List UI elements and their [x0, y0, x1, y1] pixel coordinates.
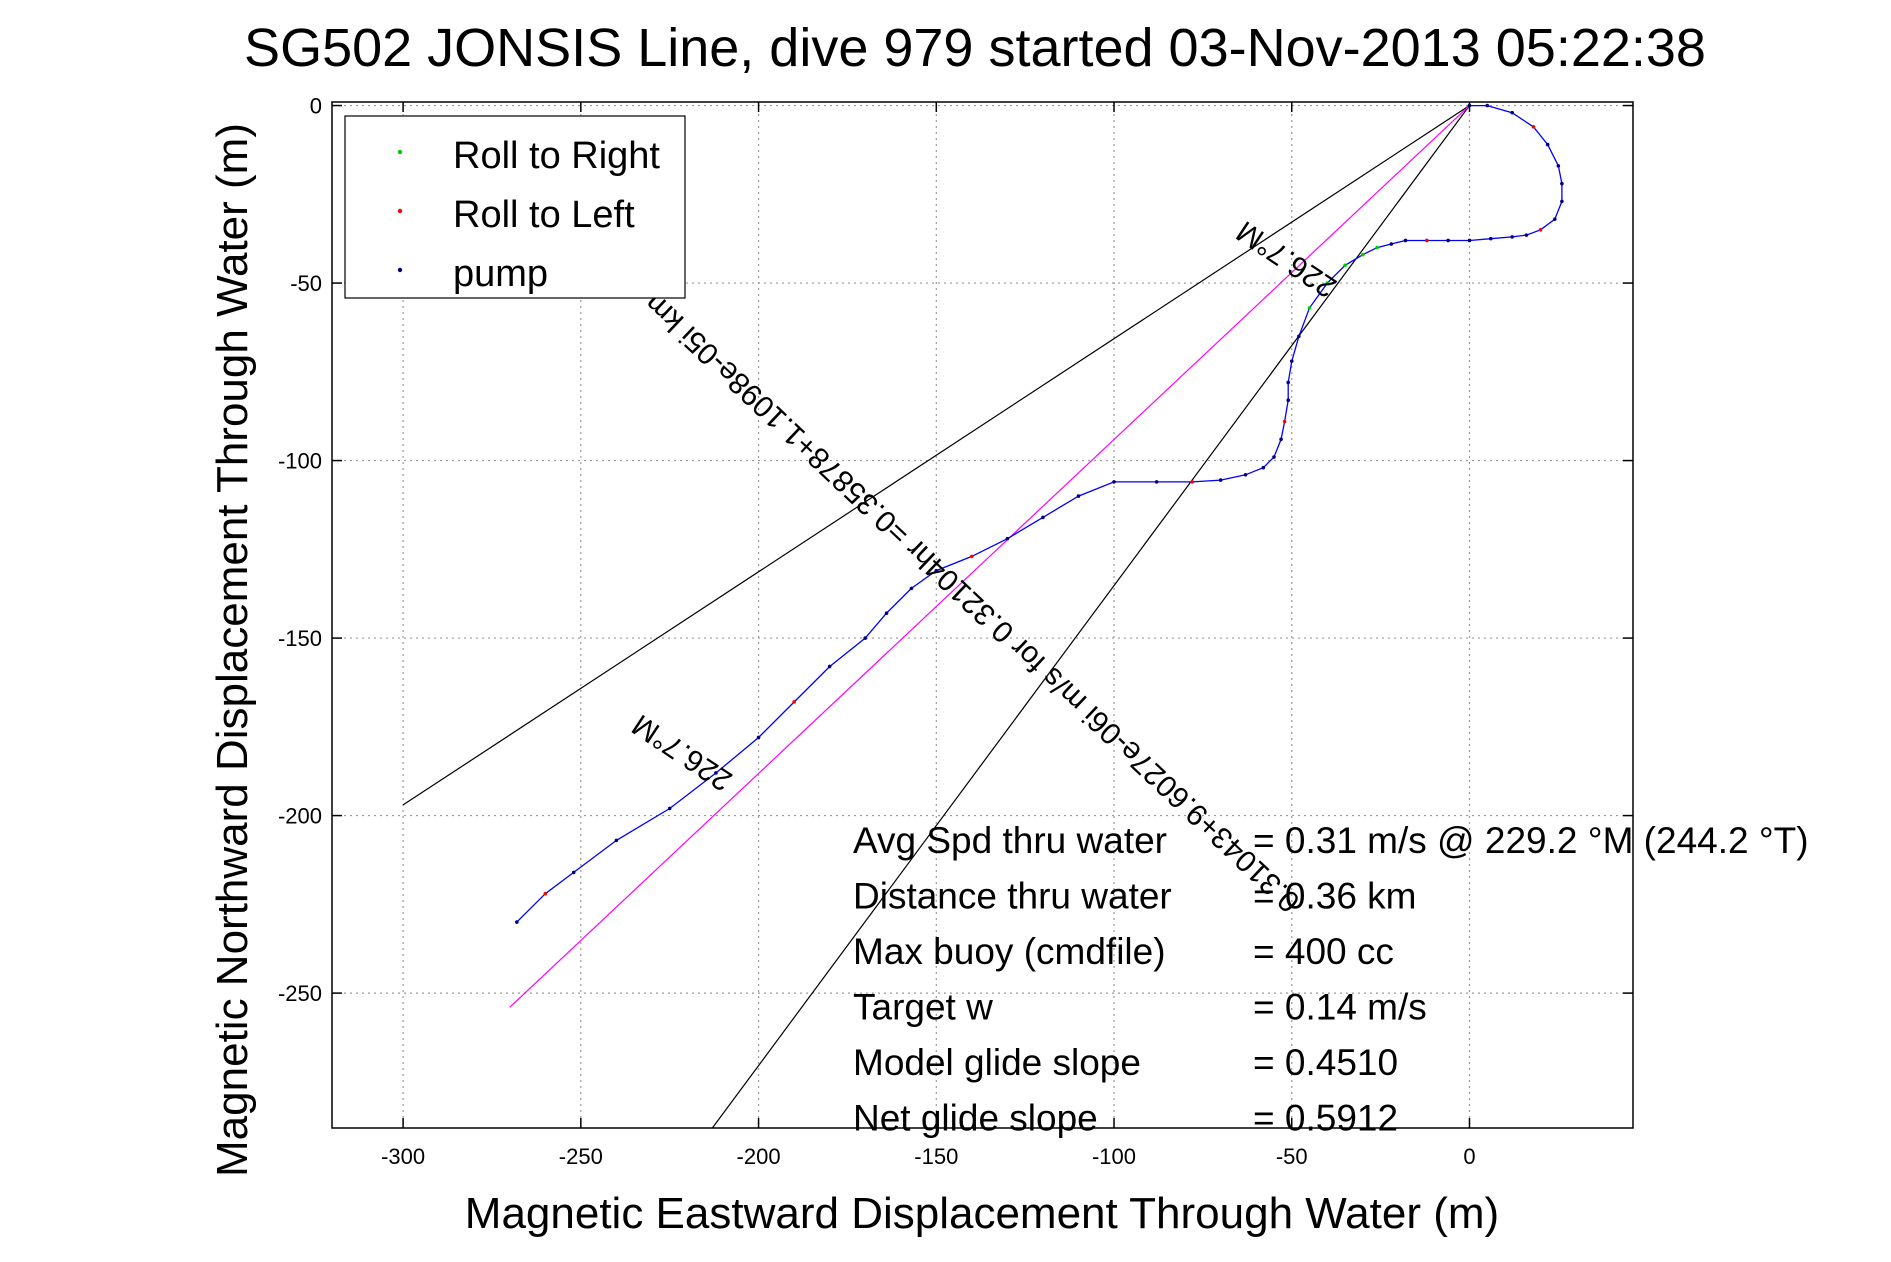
track-point [1261, 465, 1266, 470]
stat-value: = 400 cc [1253, 931, 1394, 972]
stat-label: Net glide slope [853, 1098, 1098, 1139]
y-axis-label: Magnetic Northward Displacement Through … [208, 123, 257, 1177]
track-point [1343, 263, 1347, 268]
track-point [614, 838, 619, 843]
track-point [1467, 238, 1472, 243]
legend-label: Roll to Right [453, 135, 660, 177]
y-tick-label: -150 [278, 626, 322, 651]
legend-marker [397, 267, 403, 273]
stat-value: = 0.31 m/s @ 229.2 °M (244.2 °T) [1253, 820, 1809, 861]
track-point [1279, 437, 1283, 442]
x-tick-label: -250 [559, 1144, 603, 1169]
track-point [1243, 472, 1248, 477]
legend-label: Roll to Left [453, 194, 635, 236]
track-point [1286, 398, 1290, 403]
track-point [1307, 306, 1312, 310]
track-point [571, 870, 576, 875]
x-tick-label: 0 [1463, 1144, 1475, 1169]
track-point [1552, 217, 1557, 221]
stat-value: = 0.36 km [1253, 876, 1417, 917]
stat-value: = 0.14 m/s [1253, 987, 1427, 1028]
x-tick-label: -300 [381, 1144, 425, 1169]
stat-label: Avg Spd thru water [853, 820, 1167, 861]
chart-title: SG502 JONSIS Line, dive 979 started 03-N… [244, 18, 1706, 78]
track-point [1272, 455, 1276, 459]
track-point [970, 554, 974, 559]
track-point [934, 568, 939, 573]
stat-value: = 0.5912 [1253, 1098, 1398, 1139]
stat-label: Model glide slope [853, 1042, 1141, 1083]
track-point [1076, 494, 1081, 498]
track-point [792, 700, 796, 704]
y-tick-label: -200 [278, 804, 322, 829]
track-point [515, 920, 519, 924]
x-axis-label: Magnetic Eastward Displacement Through W… [465, 1189, 1499, 1238]
track-point [1425, 238, 1429, 243]
y-tick-label: 0 [310, 94, 322, 119]
x-tick-label: -200 [737, 1144, 781, 1169]
y-tick-label: -100 [278, 449, 322, 474]
legend-marker [397, 149, 403, 155]
track-point [1389, 242, 1394, 246]
legend-label: pump [453, 253, 548, 295]
reference-lines [402, 105, 1470, 1129]
track-point [1361, 252, 1365, 257]
track-point [1005, 536, 1010, 541]
track-point [1282, 419, 1287, 424]
x-tick-label: -100 [1092, 1144, 1136, 1169]
y-tick-label: -250 [278, 981, 322, 1006]
track-point [1446, 238, 1450, 243]
track-point [1489, 236, 1493, 241]
track-point [1218, 478, 1223, 482]
y-tick-label: -50 [290, 271, 322, 296]
stat-label: Target w [853, 987, 993, 1028]
track-point [1510, 235, 1514, 239]
stat-value: = 0.4510 [1253, 1042, 1398, 1083]
stat-label: Max buoy (cmdfile) [853, 931, 1166, 972]
track-point [1154, 480, 1159, 484]
track-point [1325, 281, 1330, 285]
stat-label: Distance thru water [853, 876, 1172, 917]
track-point [714, 771, 718, 775]
bound-line [402, 105, 1470, 806]
track-point [1297, 334, 1301, 339]
track-point [1510, 110, 1514, 115]
track-point [1289, 359, 1294, 363]
track-point [1531, 125, 1536, 129]
track-point [1560, 199, 1564, 204]
legend-box [344, 115, 686, 299]
track-point [863, 636, 867, 640]
track-point [1403, 238, 1408, 243]
stats-block: Avg Spd thru water = 0.31 m/s @ 229.2 °M … [853, 820, 1809, 1139]
bound-line [711, 105, 1470, 1129]
track-point [1538, 228, 1543, 232]
track-point [1560, 181, 1564, 186]
track-point [1556, 164, 1561, 168]
track-point [756, 735, 761, 740]
track-point [884, 611, 889, 616]
track-point [1375, 245, 1379, 250]
track-point [1545, 142, 1550, 147]
track-point [1286, 380, 1290, 385]
track-point [667, 806, 672, 811]
track-point [1485, 103, 1490, 108]
track-point [543, 891, 548, 896]
x-tick-label: -150 [914, 1144, 958, 1169]
axes: -300 -250 -200 -150 -100 -50 0 0 -50 -100 -150 -200… [278, 94, 1633, 1169]
x-tick-label: -50 [1276, 1144, 1308, 1169]
track-point [827, 664, 832, 669]
legend-marker [397, 208, 403, 214]
track-layer [515, 103, 1564, 924]
track-point [909, 586, 914, 591]
track-point [1190, 480, 1195, 484]
legend: Roll to Right Roll to Left pump [344, 115, 686, 299]
mean-direction-line [509, 105, 1470, 1008]
track-point [1041, 515, 1045, 520]
track-point [1112, 480, 1116, 484]
plot-frame [331, 101, 1634, 1129]
track-point [1524, 233, 1529, 237]
